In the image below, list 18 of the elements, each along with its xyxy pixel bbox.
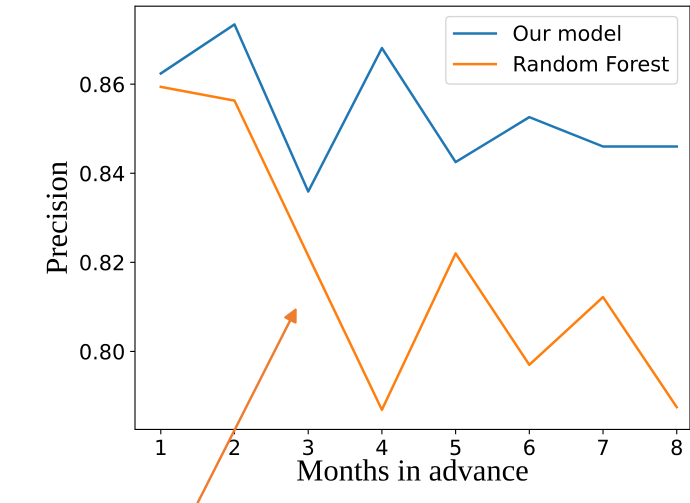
y-axis-title: Precision <box>46 161 68 274</box>
x-tick-label: 7 <box>598 440 608 455</box>
x-tick-label: 5 <box>450 440 460 456</box>
y-tick-label: 0.86 <box>80 76 124 92</box>
line-series <box>160 23 678 193</box>
x-tick-label: 1 <box>156 440 166 455</box>
legend-label: Random Forest <box>514 56 669 72</box>
legend-label: Our model <box>514 24 620 42</box>
y-tick-label: 0.80 <box>80 344 124 360</box>
x-tick-label: 2 <box>229 439 240 455</box>
x-tick-label: 3 <box>303 439 314 456</box>
line-series <box>160 86 678 412</box>
y-tick-label: 0.84 <box>80 166 124 182</box>
x-tick-label: 4 <box>376 440 388 455</box>
x-tick-label: 6 <box>524 439 535 456</box>
x-axis-title: Months in advance <box>297 459 528 481</box>
y-tick-label: 0.82 <box>80 254 124 271</box>
x-tick-label: 8 <box>672 439 682 456</box>
